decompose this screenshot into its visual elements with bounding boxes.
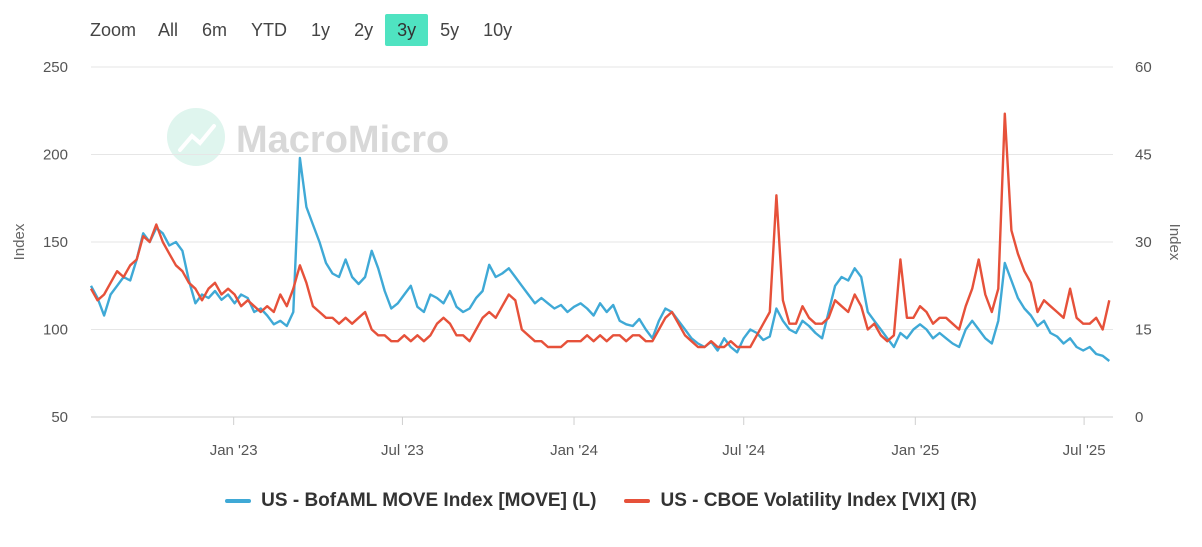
zoom-button-1y[interactable]: 1y [311,20,331,40]
left-tick-label: 50 [51,409,68,426]
x-tick-label: Jan '23 [210,442,258,459]
left-tick-label: 250 [43,59,68,76]
series-line-move[interactable] [89,156,1111,362]
left-axis: 50 100 150 200 250 [43,59,68,426]
right-axis: 0 15 30 45 60 [1135,59,1152,426]
x-tick-label: Jul '25 [1063,442,1106,459]
zoom-button-10y[interactable]: 10y [483,20,513,40]
legend-label-move: US - BofAML MOVE Index [MOVE] (L) [261,490,597,511]
right-tick-label: 45 [1135,147,1152,164]
x-axis: Jan '23 Jul '23 Jan '24 Jul '24 Jan '25 Jul '… [210,417,1106,459]
legend-label-vix: US - CBOE Volatility Index [VIX] (R) [660,490,977,511]
gridlines [91,66,1113,418]
zoom-button-2y[interactable]: 2y [354,20,374,40]
zoom-button-ytd[interactable]: YTD [251,20,288,40]
right-tick-label: 30 [1135,234,1152,251]
series-line-vix[interactable] [89,112,1111,349]
x-tick-label: Jul '24 [722,442,765,459]
legend-swatch-move [225,499,252,503]
zoom-label: Zoom [90,19,137,40]
x-tick-label: Jan '24 [550,442,598,459]
zoom-button-3y[interactable]: 3y [385,14,429,46]
watermark: MacroMicro [167,108,449,166]
series-lines [89,112,1111,362]
zoom-button-5y[interactable]: 5y [440,20,460,40]
left-tick-label: 100 [43,322,68,339]
right-tick-label: 15 [1135,322,1152,339]
right-tick-label: 60 [1135,59,1152,76]
right-tick-label: 0 [1135,409,1143,426]
x-tick-label: Jul '23 [381,442,424,459]
zoom-button-6m[interactable]: 6m [202,20,228,40]
legend: US - BofAML MOVE Index [MOVE] (L) US - C… [0,490,1202,512]
legend-swatch-vix [624,499,651,503]
right-axis-title: Index [1166,224,1183,261]
watermark-trend-icon [178,124,216,152]
left-tick-label: 200 [43,147,68,164]
left-axis-title: Index [11,223,28,260]
x-tick-label: Jan '25 [891,442,939,459]
zoom-button-all[interactable]: All [158,20,179,40]
legend-item-vix[interactable]: US - CBOE Volatility Index [VIX] (R) [624,490,977,512]
legend-item-move[interactable]: US - BofAML MOVE Index [MOVE] (L) [225,490,596,512]
left-tick-label: 150 [43,234,68,251]
zoom-toolbar: Zoom All 6m YTD 1y 2y 3y 5y 10y [80,14,524,46]
